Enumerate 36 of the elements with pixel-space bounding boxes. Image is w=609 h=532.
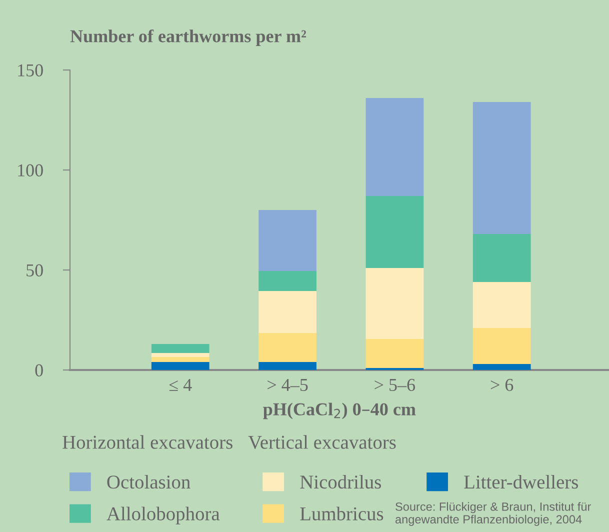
bar <box>472 282 531 328</box>
bar <box>151 357 210 362</box>
bar <box>151 344 210 353</box>
bar <box>366 268 424 339</box>
legend-label: Nicodrilus <box>300 474 381 489</box>
bar <box>472 102 531 234</box>
bar <box>258 291 316 333</box>
legend-label: Litter-dwellers <box>464 474 578 489</box>
x-tick-label: > 5–6 <box>374 378 416 392</box>
bar <box>472 234 531 282</box>
bar <box>258 271 316 291</box>
bar <box>258 333 316 362</box>
bar <box>151 353 210 357</box>
bar <box>258 362 316 370</box>
bar <box>472 328 531 364</box>
x-tick-label: > 4–5 <box>268 378 308 392</box>
y-tick-label: 0 <box>35 364 43 376</box>
bar <box>366 98 424 196</box>
x-tick-label: ≤ 4 <box>169 378 192 391</box>
bar <box>366 339 424 368</box>
bar <box>151 362 210 370</box>
x-tick-label: > 6 <box>490 378 514 392</box>
text: Horizontal excavators <box>62 435 232 449</box>
legend-label: Allolobophora <box>106 506 220 524</box>
y-axis-title: Number of earthworms per m² <box>70 29 306 46</box>
legend-label: Lumbricus <box>300 506 384 520</box>
bar <box>258 210 316 271</box>
bar <box>472 364 531 370</box>
x-axis-title: pH(CaCl$_{2}$) 0–40 cm <box>263 402 416 420</box>
source-note: Source: Flückiger & Braun, Institut für angewandte Pflanzenbiologie, 2004 <box>396 502 591 526</box>
y-tick-label: 150 <box>18 64 43 76</box>
text: Vertical excavators <box>248 435 396 449</box>
y-tick-label: 100 <box>18 164 43 176</box>
y-tick-label: 50 <box>26 264 43 276</box>
legend-label: Octolasion <box>107 474 190 489</box>
bar <box>366 196 424 268</box>
